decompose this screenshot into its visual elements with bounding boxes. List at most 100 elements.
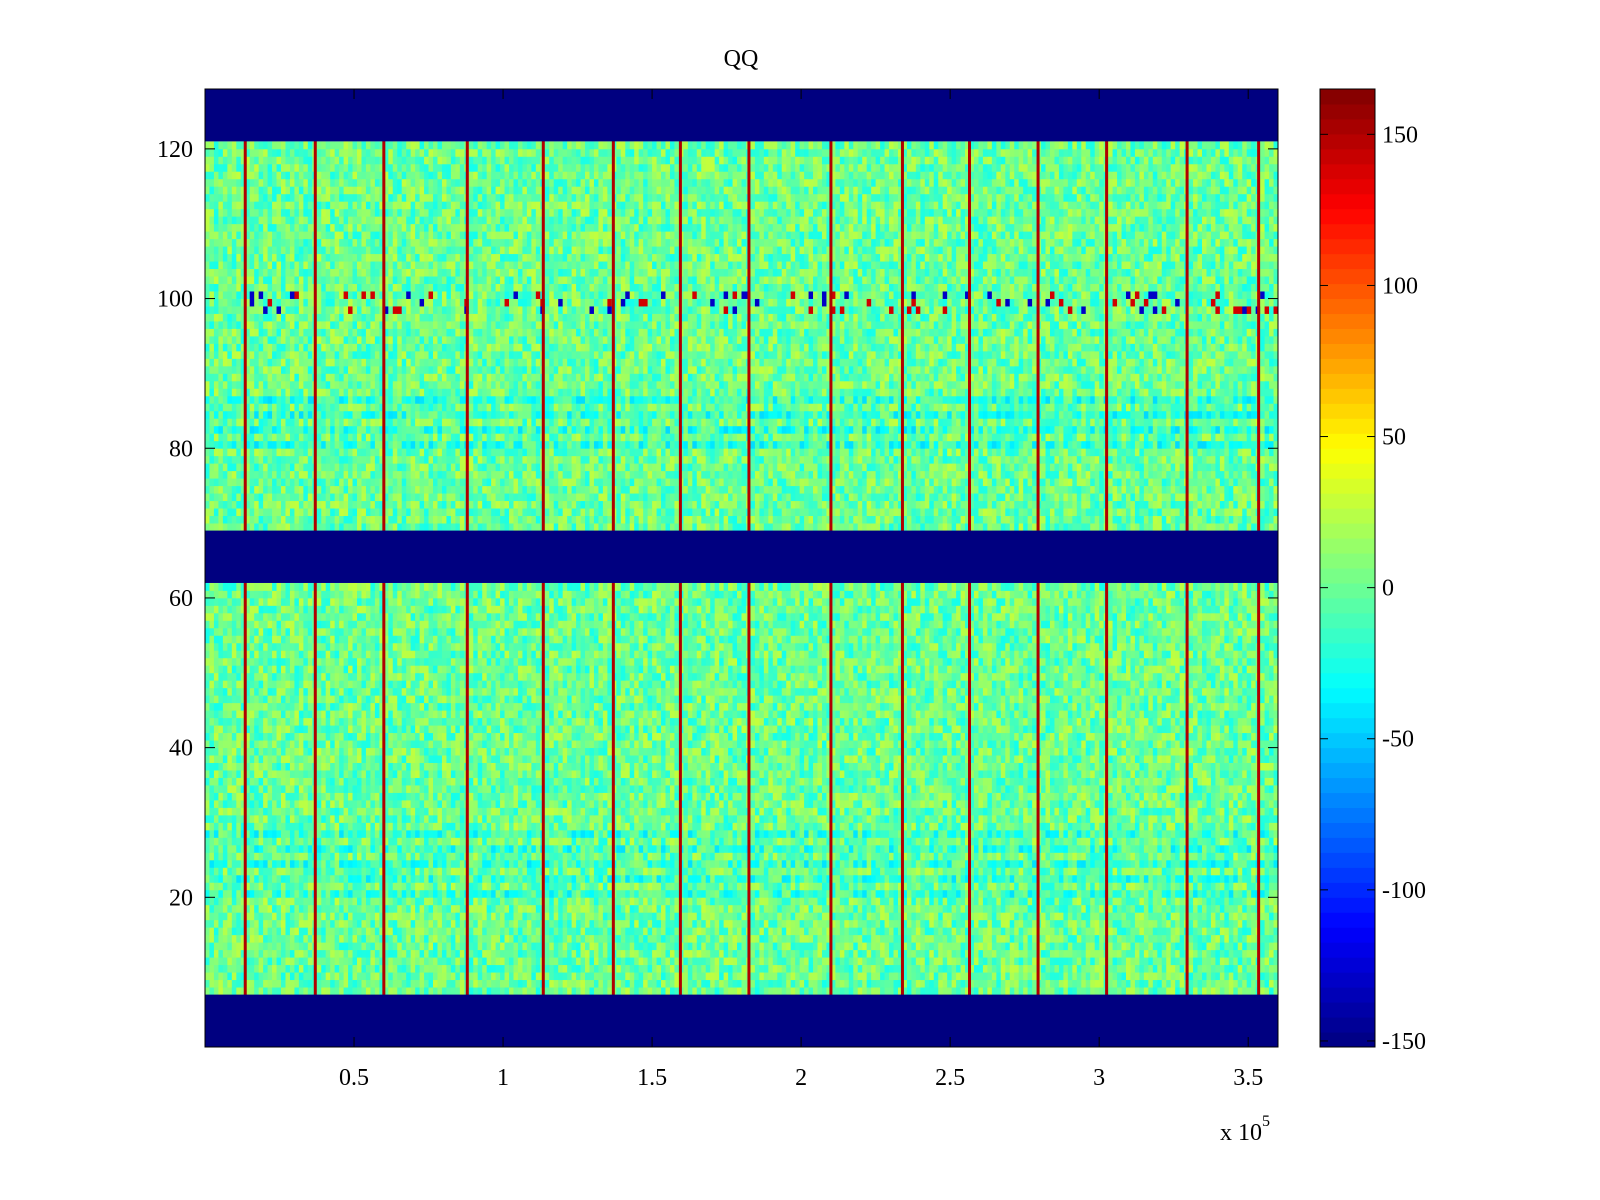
heatmap-cell bbox=[562, 859, 568, 868]
heatmap-cell bbox=[455, 949, 461, 958]
heatmap-cell bbox=[1166, 949, 1172, 958]
heatmap-cell bbox=[1219, 919, 1225, 928]
heatmap-cell bbox=[486, 919, 492, 928]
heatmap-cell bbox=[1009, 979, 1015, 988]
heatmap-cell bbox=[1121, 912, 1127, 921]
heatmap-cell bbox=[893, 912, 899, 921]
heatmap-cell bbox=[696, 987, 702, 996]
heatmap-cell bbox=[222, 844, 228, 853]
heatmap-cell bbox=[1219, 964, 1225, 973]
heatmap-cell bbox=[839, 844, 845, 853]
heatmap-cell bbox=[924, 979, 930, 988]
heatmap-cell bbox=[813, 844, 818, 853]
heatmap-cell bbox=[915, 859, 921, 868]
heatmap-cell bbox=[629, 979, 635, 988]
heatmap-cell bbox=[1193, 874, 1198, 883]
heatmap-cell bbox=[410, 934, 416, 943]
heatmap-cell bbox=[1027, 934, 1033, 943]
heatmap-cell bbox=[835, 859, 841, 868]
heatmap-cell bbox=[289, 949, 295, 958]
heatmap-cell bbox=[929, 889, 935, 898]
heatmap-cell bbox=[1210, 889, 1216, 898]
heatmap-cell bbox=[652, 874, 657, 883]
heatmap-cell bbox=[705, 942, 711, 951]
heatmap-cell bbox=[687, 904, 693, 913]
heatmap-cell bbox=[531, 867, 537, 876]
heatmap-cell bbox=[401, 837, 407, 846]
heatmap-cell bbox=[1197, 979, 1203, 988]
heatmap-cell bbox=[357, 979, 362, 988]
heatmap-cell bbox=[567, 949, 573, 958]
heatmap-cell bbox=[1067, 897, 1073, 906]
heatmap-cell bbox=[482, 889, 488, 898]
heatmap-cell bbox=[321, 867, 327, 876]
heatmap-cell bbox=[629, 987, 635, 996]
heatmap-cell bbox=[509, 987, 514, 996]
heatmap-cell bbox=[513, 874, 519, 883]
heatmap-cell bbox=[504, 934, 510, 943]
heatmap-cell bbox=[1023, 957, 1029, 966]
heatmap-cell bbox=[263, 844, 268, 853]
heatmap-cell bbox=[1076, 874, 1082, 883]
heatmap-cell bbox=[589, 859, 595, 868]
heatmap-cell bbox=[804, 874, 809, 883]
heatmap-cell bbox=[1117, 979, 1122, 988]
heatmap-cell bbox=[531, 882, 537, 891]
heatmap-cell bbox=[509, 852, 514, 861]
heatmap-cell bbox=[500, 964, 505, 973]
heatmap-cell bbox=[938, 927, 944, 936]
heatmap-cell bbox=[213, 964, 219, 973]
heatmap-cell bbox=[1269, 912, 1274, 921]
heatmap-cell bbox=[728, 889, 733, 898]
heatmap-cell bbox=[1179, 987, 1185, 996]
heatmap-cell bbox=[638, 919, 644, 928]
heatmap-cell bbox=[276, 987, 282, 996]
heatmap-cell bbox=[450, 859, 456, 868]
heatmap-cell bbox=[915, 844, 921, 853]
heatmap-cell bbox=[1152, 897, 1158, 906]
heatmap-cell bbox=[1085, 919, 1091, 928]
heatmap-cell bbox=[893, 987, 899, 996]
heatmap-cell bbox=[558, 927, 564, 936]
heatmap-cell bbox=[795, 927, 801, 936]
heatmap-cell bbox=[1193, 934, 1198, 943]
heatmap-cell bbox=[826, 837, 832, 846]
heatmap-cell bbox=[249, 949, 255, 958]
heatmap-cell bbox=[1081, 979, 1087, 988]
heatmap-cell bbox=[960, 934, 966, 943]
heatmap-cell bbox=[880, 852, 885, 861]
heatmap-cell bbox=[933, 897, 939, 906]
heatmap-cell bbox=[813, 867, 818, 876]
heatmap-cell bbox=[258, 867, 264, 876]
heatmap-cell bbox=[991, 889, 997, 898]
heatmap-cell bbox=[669, 942, 675, 951]
heatmap-cell bbox=[558, 889, 564, 898]
heatmap-cell bbox=[558, 874, 564, 883]
heatmap-cell bbox=[1175, 957, 1181, 966]
heatmap-cell bbox=[1049, 859, 1055, 868]
heatmap-cell bbox=[750, 949, 756, 958]
heatmap-cell bbox=[737, 987, 742, 996]
heatmap-cell bbox=[969, 897, 975, 906]
heatmap-cell bbox=[643, 844, 649, 853]
heatmap-cell bbox=[991, 919, 997, 928]
heatmap-cell bbox=[719, 934, 725, 943]
heatmap-cell bbox=[437, 912, 443, 921]
heatmap-cell bbox=[1009, 897, 1015, 906]
heatmap-cell bbox=[231, 852, 237, 861]
heatmap-cell bbox=[1005, 867, 1011, 876]
heatmap-cell bbox=[397, 837, 403, 846]
heatmap-cell bbox=[1085, 934, 1091, 943]
heatmap-cell bbox=[759, 957, 765, 966]
heatmap-cell bbox=[1067, 957, 1073, 966]
heatmap-cell bbox=[365, 852, 371, 861]
heatmap-cell bbox=[576, 912, 581, 921]
heatmap-cell bbox=[929, 852, 935, 861]
heatmap-cell bbox=[763, 919, 769, 928]
heatmap-cell bbox=[1242, 889, 1248, 898]
heatmap-cell bbox=[942, 987, 948, 996]
heatmap-cell bbox=[258, 919, 264, 928]
heatmap-cell bbox=[808, 904, 814, 913]
heatmap-cell bbox=[768, 844, 774, 853]
heatmap-cell bbox=[549, 852, 555, 861]
